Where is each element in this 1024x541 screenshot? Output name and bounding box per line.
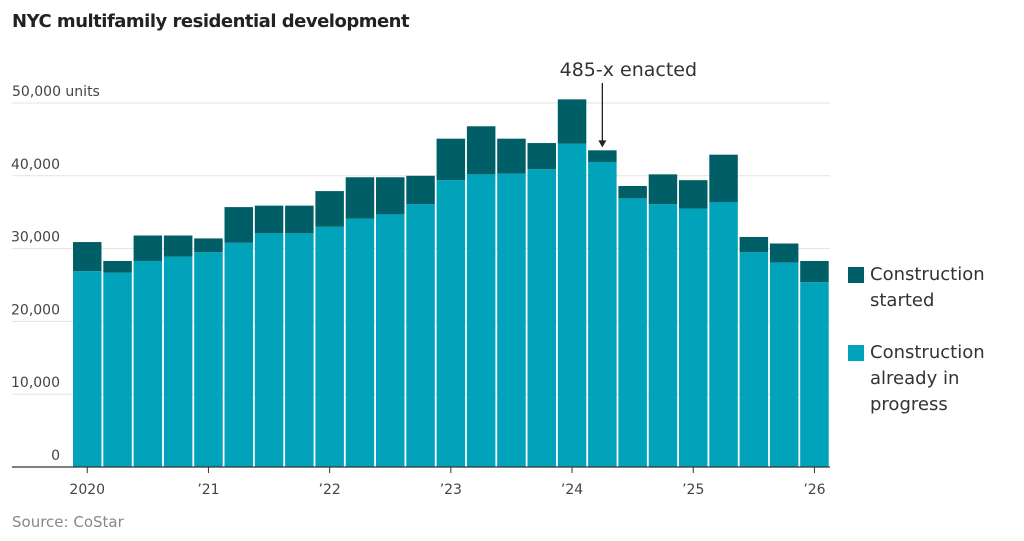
bar-started: [345, 177, 375, 219]
annotation-label: 485-x enacted: [560, 59, 697, 81]
bar-in-progress: [224, 242, 253, 467]
bar-started: [376, 177, 405, 215]
bar-in-progress: [739, 252, 769, 467]
bar-in-progress: [466, 174, 496, 467]
bar-in-progress: [315, 226, 344, 467]
source-note: Source: CoStar: [12, 513, 124, 531]
y-tick-label: 30,000: [11, 230, 60, 246]
legend-label-started: Construction started: [870, 264, 985, 311]
bar-started: [739, 236, 769, 253]
legend-item-in-progress: Construction already in progress: [848, 340, 1024, 418]
bar-started: [254, 205, 284, 234]
bar-in-progress: [254, 233, 284, 467]
bar-started: [769, 243, 799, 263]
bar-started: [436, 138, 466, 181]
bar-in-progress: [709, 202, 738, 467]
bar-started: [285, 205, 314, 234]
y-tick-label: 20,000: [11, 302, 60, 318]
bar-in-progress: [679, 208, 708, 467]
bar-in-progress: [133, 260, 163, 467]
bar-started: [618, 185, 647, 199]
bar-in-progress: [376, 214, 405, 467]
bar-started: [800, 260, 829, 283]
bar-started: [163, 235, 193, 257]
bar-in-progress: [163, 256, 193, 467]
legend-swatch-in-progress: [848, 345, 864, 361]
bar-in-progress: [436, 180, 466, 467]
bar-in-progress: [103, 272, 132, 467]
bar-in-progress: [648, 204, 678, 467]
bar-in-progress: [406, 204, 435, 467]
bar-started: [73, 242, 102, 272]
bar-started: [315, 191, 344, 227]
annotation-arrowhead: [598, 140, 607, 148]
bar-started: [133, 235, 163, 261]
x-tick-label: ’24: [561, 482, 583, 498]
bar-started: [406, 175, 435, 205]
y-tick-label: 0: [51, 448, 60, 464]
chart-title: NYC multifamily residential development: [12, 11, 410, 32]
x-tick-label: ’22: [319, 482, 341, 498]
bar-in-progress: [73, 271, 102, 467]
bar-started: [224, 207, 253, 243]
bar-started: [588, 150, 617, 162]
bar-in-progress: [618, 198, 647, 468]
bar-in-progress: [285, 233, 314, 467]
x-tick-label: ’25: [682, 482, 704, 498]
bar-in-progress: [800, 282, 829, 467]
bar-started: [194, 238, 223, 253]
bar-started: [557, 99, 587, 144]
x-tick-label: ’21: [197, 482, 219, 498]
y-tick-label: 10,000: [11, 375, 60, 391]
bar-in-progress: [588, 161, 617, 467]
x-tick-label: ’26: [803, 482, 825, 498]
legend-label-in-progress: Construction already in progress: [870, 342, 985, 415]
bar-started: [527, 143, 556, 170]
legend-swatch-started: [848, 267, 864, 283]
bar-started: [709, 154, 738, 203]
legend-item-started: Construction started: [848, 262, 1024, 314]
bar-started: [466, 126, 496, 175]
bar-in-progress: [769, 262, 799, 467]
bar-in-progress: [497, 173, 526, 467]
bar-started: [679, 180, 708, 209]
bar-started: [497, 138, 526, 174]
bar-in-progress: [345, 218, 375, 467]
bar-started: [103, 260, 132, 273]
y-tick-label: 50,000 units: [12, 84, 100, 100]
bar-in-progress: [557, 143, 587, 467]
bar-started: [648, 174, 678, 205]
x-tick-label: 2020: [69, 482, 105, 498]
y-tick-label: 40,000: [11, 157, 60, 173]
x-tick-label: ’23: [440, 482, 462, 498]
bar-in-progress: [527, 169, 556, 468]
bar-in-progress: [194, 252, 223, 467]
